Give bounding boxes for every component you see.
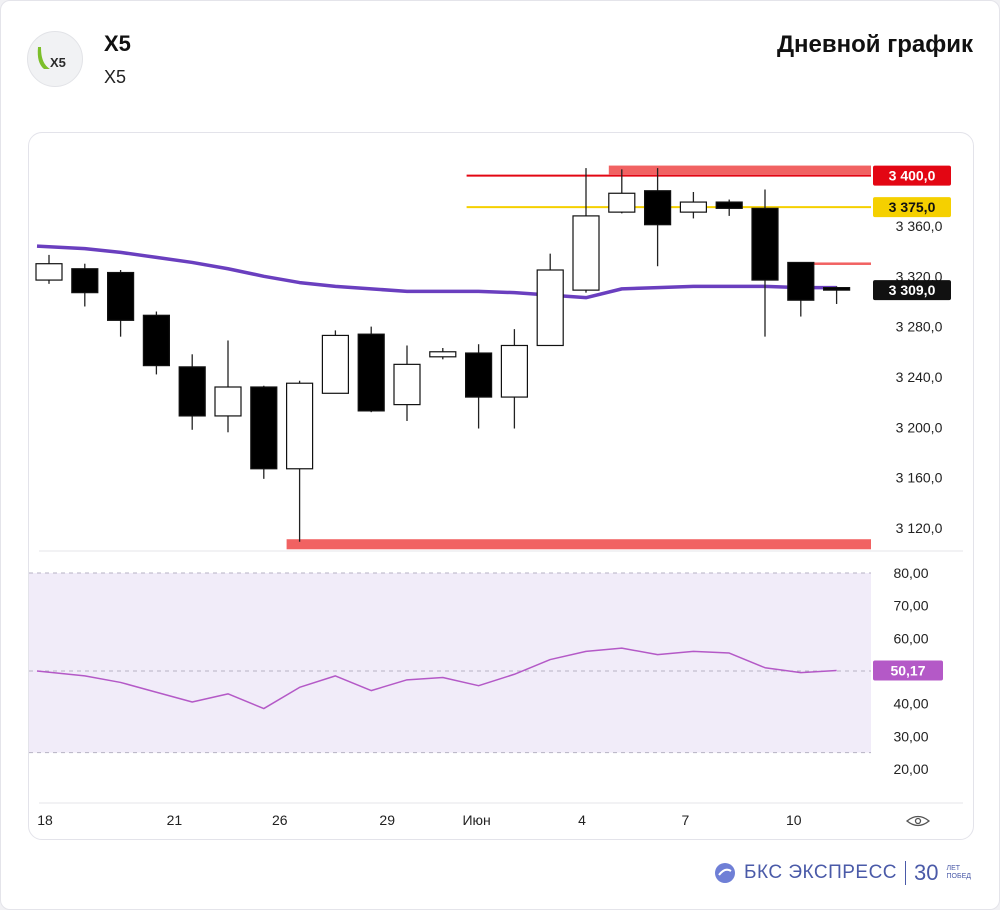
oscillator-band (29, 573, 871, 753)
price-level-badge-label: 3 400,0 (889, 168, 936, 184)
candle-body (250, 386, 278, 470)
x-tick-label: 29 (379, 812, 395, 828)
candle-body (35, 263, 63, 281)
oscillator-tick-label: 30,00 (893, 728, 928, 744)
candle-body (286, 382, 314, 470)
price-level-badge (873, 280, 951, 301)
price-zone (608, 165, 871, 175)
candle-body (357, 333, 385, 412)
candle-body (142, 314, 171, 367)
footer-years-caption: ЛЕТ ПОБЕД (947, 865, 971, 881)
candle-body (643, 190, 672, 226)
oscillator-tick-label: 20,00 (893, 761, 928, 777)
settings-eye-icon[interactable] (905, 815, 931, 827)
candle-body (465, 352, 493, 398)
x-tick-label: 10 (786, 812, 802, 828)
price-panel: 3 360,03 320,03 280,03 240,03 200,03 160… (35, 165, 951, 550)
x-axis: 18 21 26 29 Июн 4 7 10 (37, 812, 802, 828)
footer-years-caption-1: ЛЕТ (946, 865, 961, 872)
candle-body (608, 192, 636, 213)
x-tick-label: 21 (167, 812, 183, 828)
candle-body (106, 271, 135, 321)
oscillator-value-label: 50,17 (890, 662, 925, 678)
oscillator-tick-label: 60,00 (893, 630, 928, 646)
price-level-badge (873, 165, 951, 186)
candle-body (679, 201, 708, 213)
candle-body (751, 207, 779, 281)
x5-logo-icon: X5 (37, 47, 66, 70)
chart-card[interactable]: 3 360,0 3 320,0 3 280,0 3 240,0 3 200,0 3 160… (28, 132, 974, 840)
price-level-badge (873, 197, 951, 218)
candle-body (787, 261, 815, 301)
price-tick-label: 3 200,0 (896, 419, 943, 435)
price-tick-label: 3 120,0 (896, 520, 943, 536)
company-logo: X5 (27, 31, 83, 87)
x-tick-label: 26 (272, 812, 288, 828)
footer-brand: БКС ЭКСПРЕСС 30 ЛЕТ ПОБЕД (714, 859, 971, 887)
candle-body (178, 366, 206, 417)
footer-separator (905, 861, 907, 885)
oscillator-value-badge (873, 660, 943, 681)
candle-body (715, 201, 743, 209)
x-tick-label: Июн (462, 812, 490, 828)
candle-body (500, 344, 528, 398)
price-tick-label: 3 240,0 (896, 369, 943, 385)
company-name: X5 (104, 67, 127, 87)
bks-logo-icon (715, 863, 736, 883)
footer-years-caption-2: ПОБЕД (946, 873, 971, 880)
candle-body (536, 269, 564, 347)
price-zone (787, 262, 871, 265)
candle-body (71, 268, 99, 294)
oscillator-line (36, 647, 837, 710)
price-level-badge-label: 3 309,0 (889, 282, 936, 298)
price-tick-label: 3 280,0 (896, 319, 943, 335)
oscillator-tick-label: 70,00 (893, 598, 928, 614)
footer-years: 30 (914, 860, 939, 885)
price-zone (286, 539, 872, 550)
candle-body (429, 351, 457, 358)
x-tick-label: 4 (578, 812, 586, 828)
candle-body (214, 386, 242, 417)
candle-body (321, 334, 349, 394)
x-tick-label: 7 (682, 812, 690, 828)
chart-canvas[interactable]: 3 360,03 320,03 280,03 240,03 200,03 160… (29, 133, 973, 839)
logo-text: X5 (50, 55, 66, 70)
price-tick-label: 3 160,0 (896, 470, 943, 486)
moving-average-line (36, 244, 837, 300)
ticker-symbol: X5 (104, 31, 131, 56)
chart-title: Дневной график (776, 31, 973, 58)
candle-body (572, 215, 600, 291)
oscillator-tick-label: 40,00 (893, 696, 928, 712)
footer-brand-name: БКС ЭКСПРЕСС (744, 862, 898, 883)
price-tick-label: 3 360,0 (896, 218, 943, 234)
x-tick-label: 18 (37, 812, 53, 828)
candle-body (822, 287, 851, 291)
candle-body (393, 363, 421, 406)
price-level-badge-label: 3 375,0 (889, 199, 936, 215)
oscillator-tick-label: 80,00 (893, 565, 928, 581)
